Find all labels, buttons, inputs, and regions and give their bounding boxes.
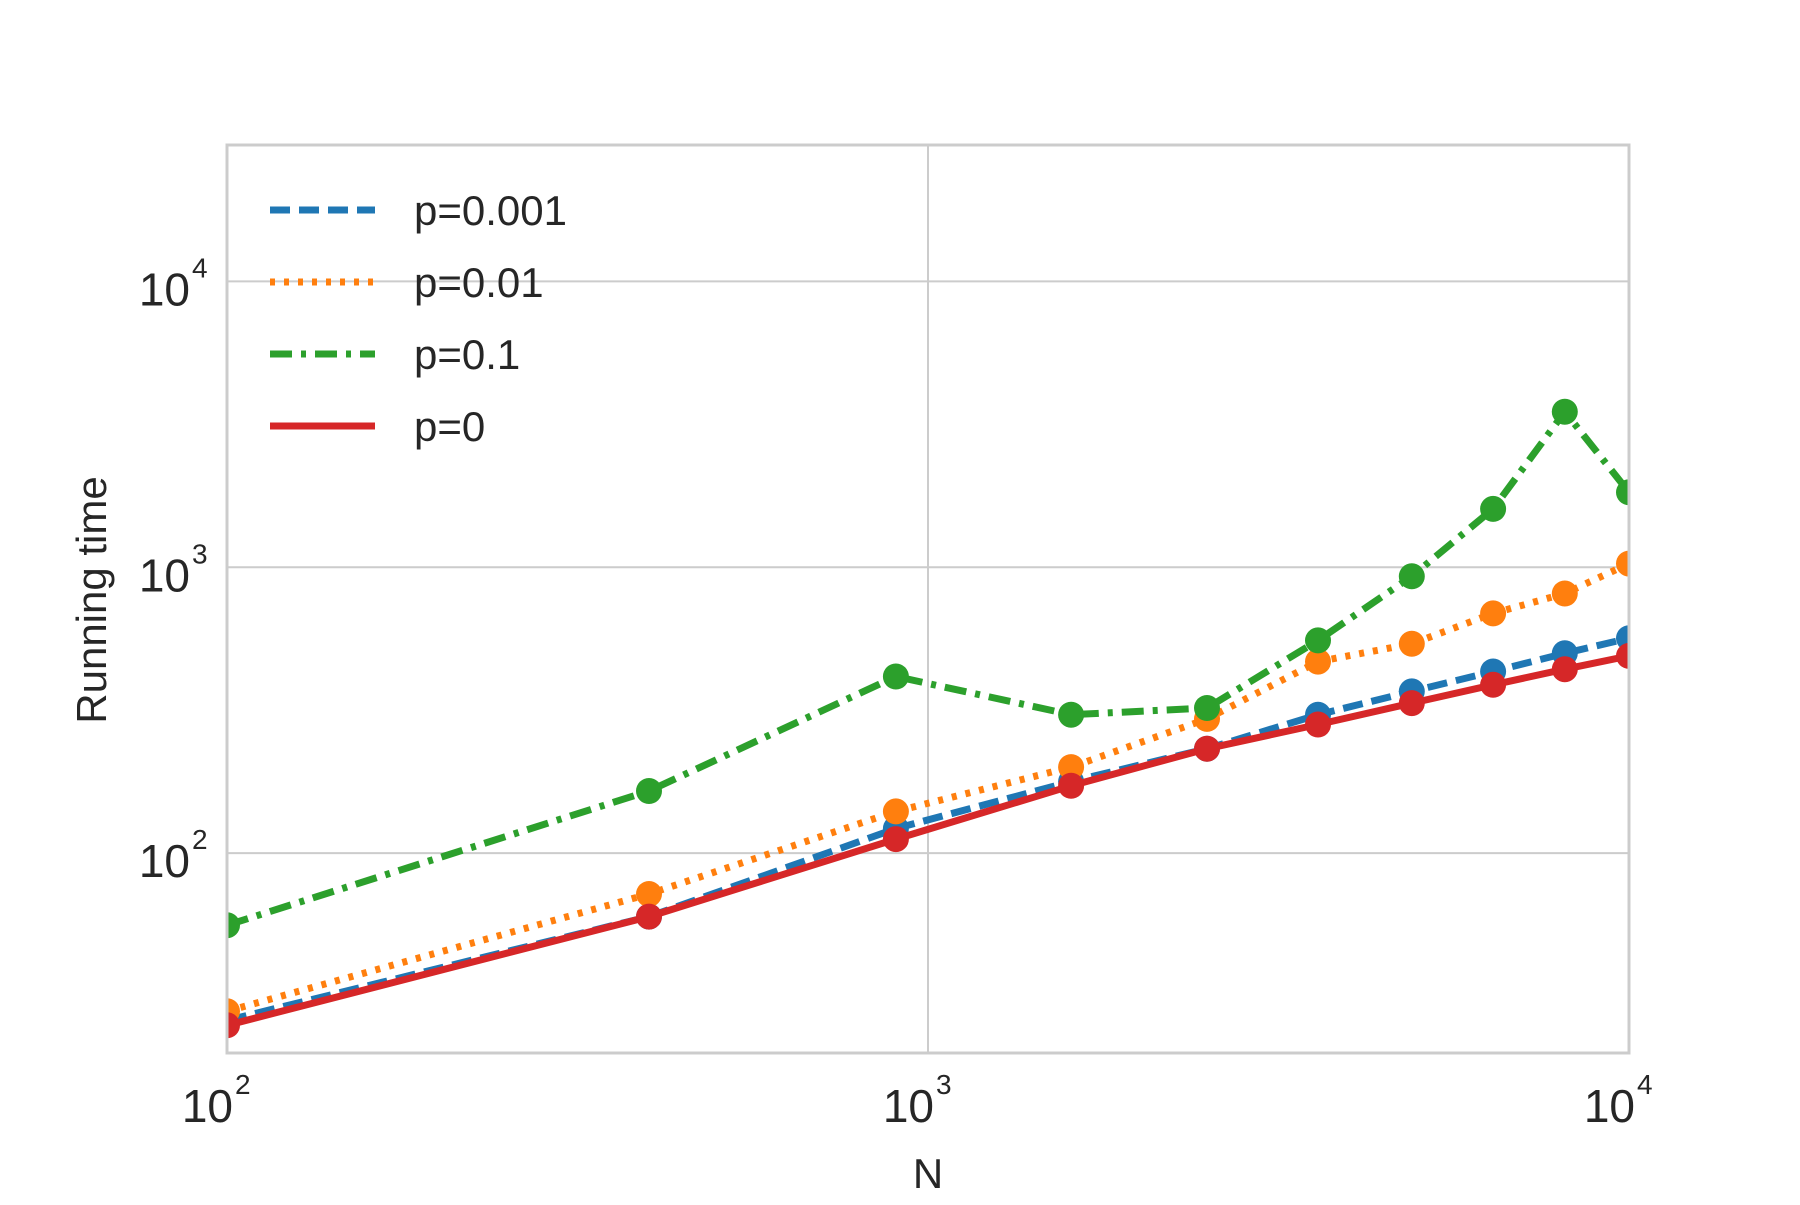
data-point: [1398, 630, 1425, 657]
data-point: [882, 826, 909, 853]
x-axis-label: N: [913, 1150, 943, 1197]
data-point: [1616, 642, 1629, 669]
y-axis-label: Running time: [68, 476, 115, 723]
data-point: [1551, 398, 1578, 425]
plot-frame: [225, 143, 1631, 1055]
data-point: [1616, 479, 1629, 506]
data-point: [636, 903, 662, 930]
x-tick-base: 10: [883, 1080, 934, 1132]
data-point: [1305, 648, 1331, 675]
x-tick-labels: 10 2 10 3 10 4: [182, 1069, 1653, 1132]
data-point: [636, 778, 662, 804]
data-point: [1398, 563, 1425, 590]
data-point: [882, 663, 909, 690]
y-tick-base: 10: [139, 549, 190, 601]
data-point: [1616, 550, 1629, 577]
data-point: [227, 1012, 240, 1039]
series-line: [227, 634, 1629, 1024]
data-point: [1194, 695, 1220, 721]
data-point: [1058, 701, 1085, 728]
data-point: [1194, 735, 1220, 762]
x-tick-exponent: 3: [936, 1069, 952, 1100]
legend-label: p=0.01: [414, 259, 544, 306]
series-line: [227, 408, 1629, 929]
x-tick-label: 10 2: [182, 1069, 251, 1132]
legend-item: p=0.001: [270, 187, 567, 234]
data-point: [1058, 772, 1085, 799]
series-p=0.1: [227, 398, 1629, 939]
y-tick-exponent: 3: [192, 538, 208, 569]
data-point: [1305, 627, 1331, 654]
legend-item: p=0.1: [270, 331, 520, 378]
x-tick-exponent: 4: [1637, 1069, 1653, 1100]
legend: p=0.001 p=0.01 p=0.1 p=0: [270, 187, 567, 450]
data-point: [1551, 580, 1578, 607]
x-tick-exponent: 2: [235, 1069, 251, 1100]
legend-label: p=0.001: [414, 187, 567, 234]
legend-label: p=0: [414, 403, 485, 450]
x-tick-label: 10 3: [883, 1069, 952, 1132]
data-point: [1551, 656, 1578, 683]
data-point: [1480, 671, 1507, 698]
series-p=0: [227, 642, 1629, 1039]
data-point: [1058, 754, 1085, 781]
y-tick-base: 10: [139, 835, 190, 887]
legend-item: p=0: [270, 403, 485, 450]
series-layer: [227, 398, 1629, 1039]
y-tick-label: 10 2: [139, 824, 208, 887]
data-point: [636, 881, 662, 907]
y-tick-label: 10 4: [139, 252, 208, 315]
data-point: [1398, 690, 1425, 717]
x-tick-base: 10: [182, 1080, 233, 1132]
data-point: [882, 798, 909, 825]
series-line: [227, 652, 1629, 1029]
x-tick-base: 10: [1584, 1080, 1635, 1132]
y-tick-base: 10: [139, 263, 190, 315]
y-tick-label: 10 3: [139, 538, 208, 601]
legend-label: p=0.1: [414, 331, 520, 378]
data-point: [227, 912, 240, 939]
legend-item: p=0.01: [270, 259, 544, 306]
x-tick-label: 10 4: [1584, 1069, 1653, 1132]
y-tick-exponent: 2: [192, 824, 208, 855]
data-point: [1480, 600, 1507, 627]
data-point: [1480, 495, 1507, 522]
y-tick-exponent: 4: [192, 252, 208, 283]
data-point: [1305, 711, 1331, 738]
